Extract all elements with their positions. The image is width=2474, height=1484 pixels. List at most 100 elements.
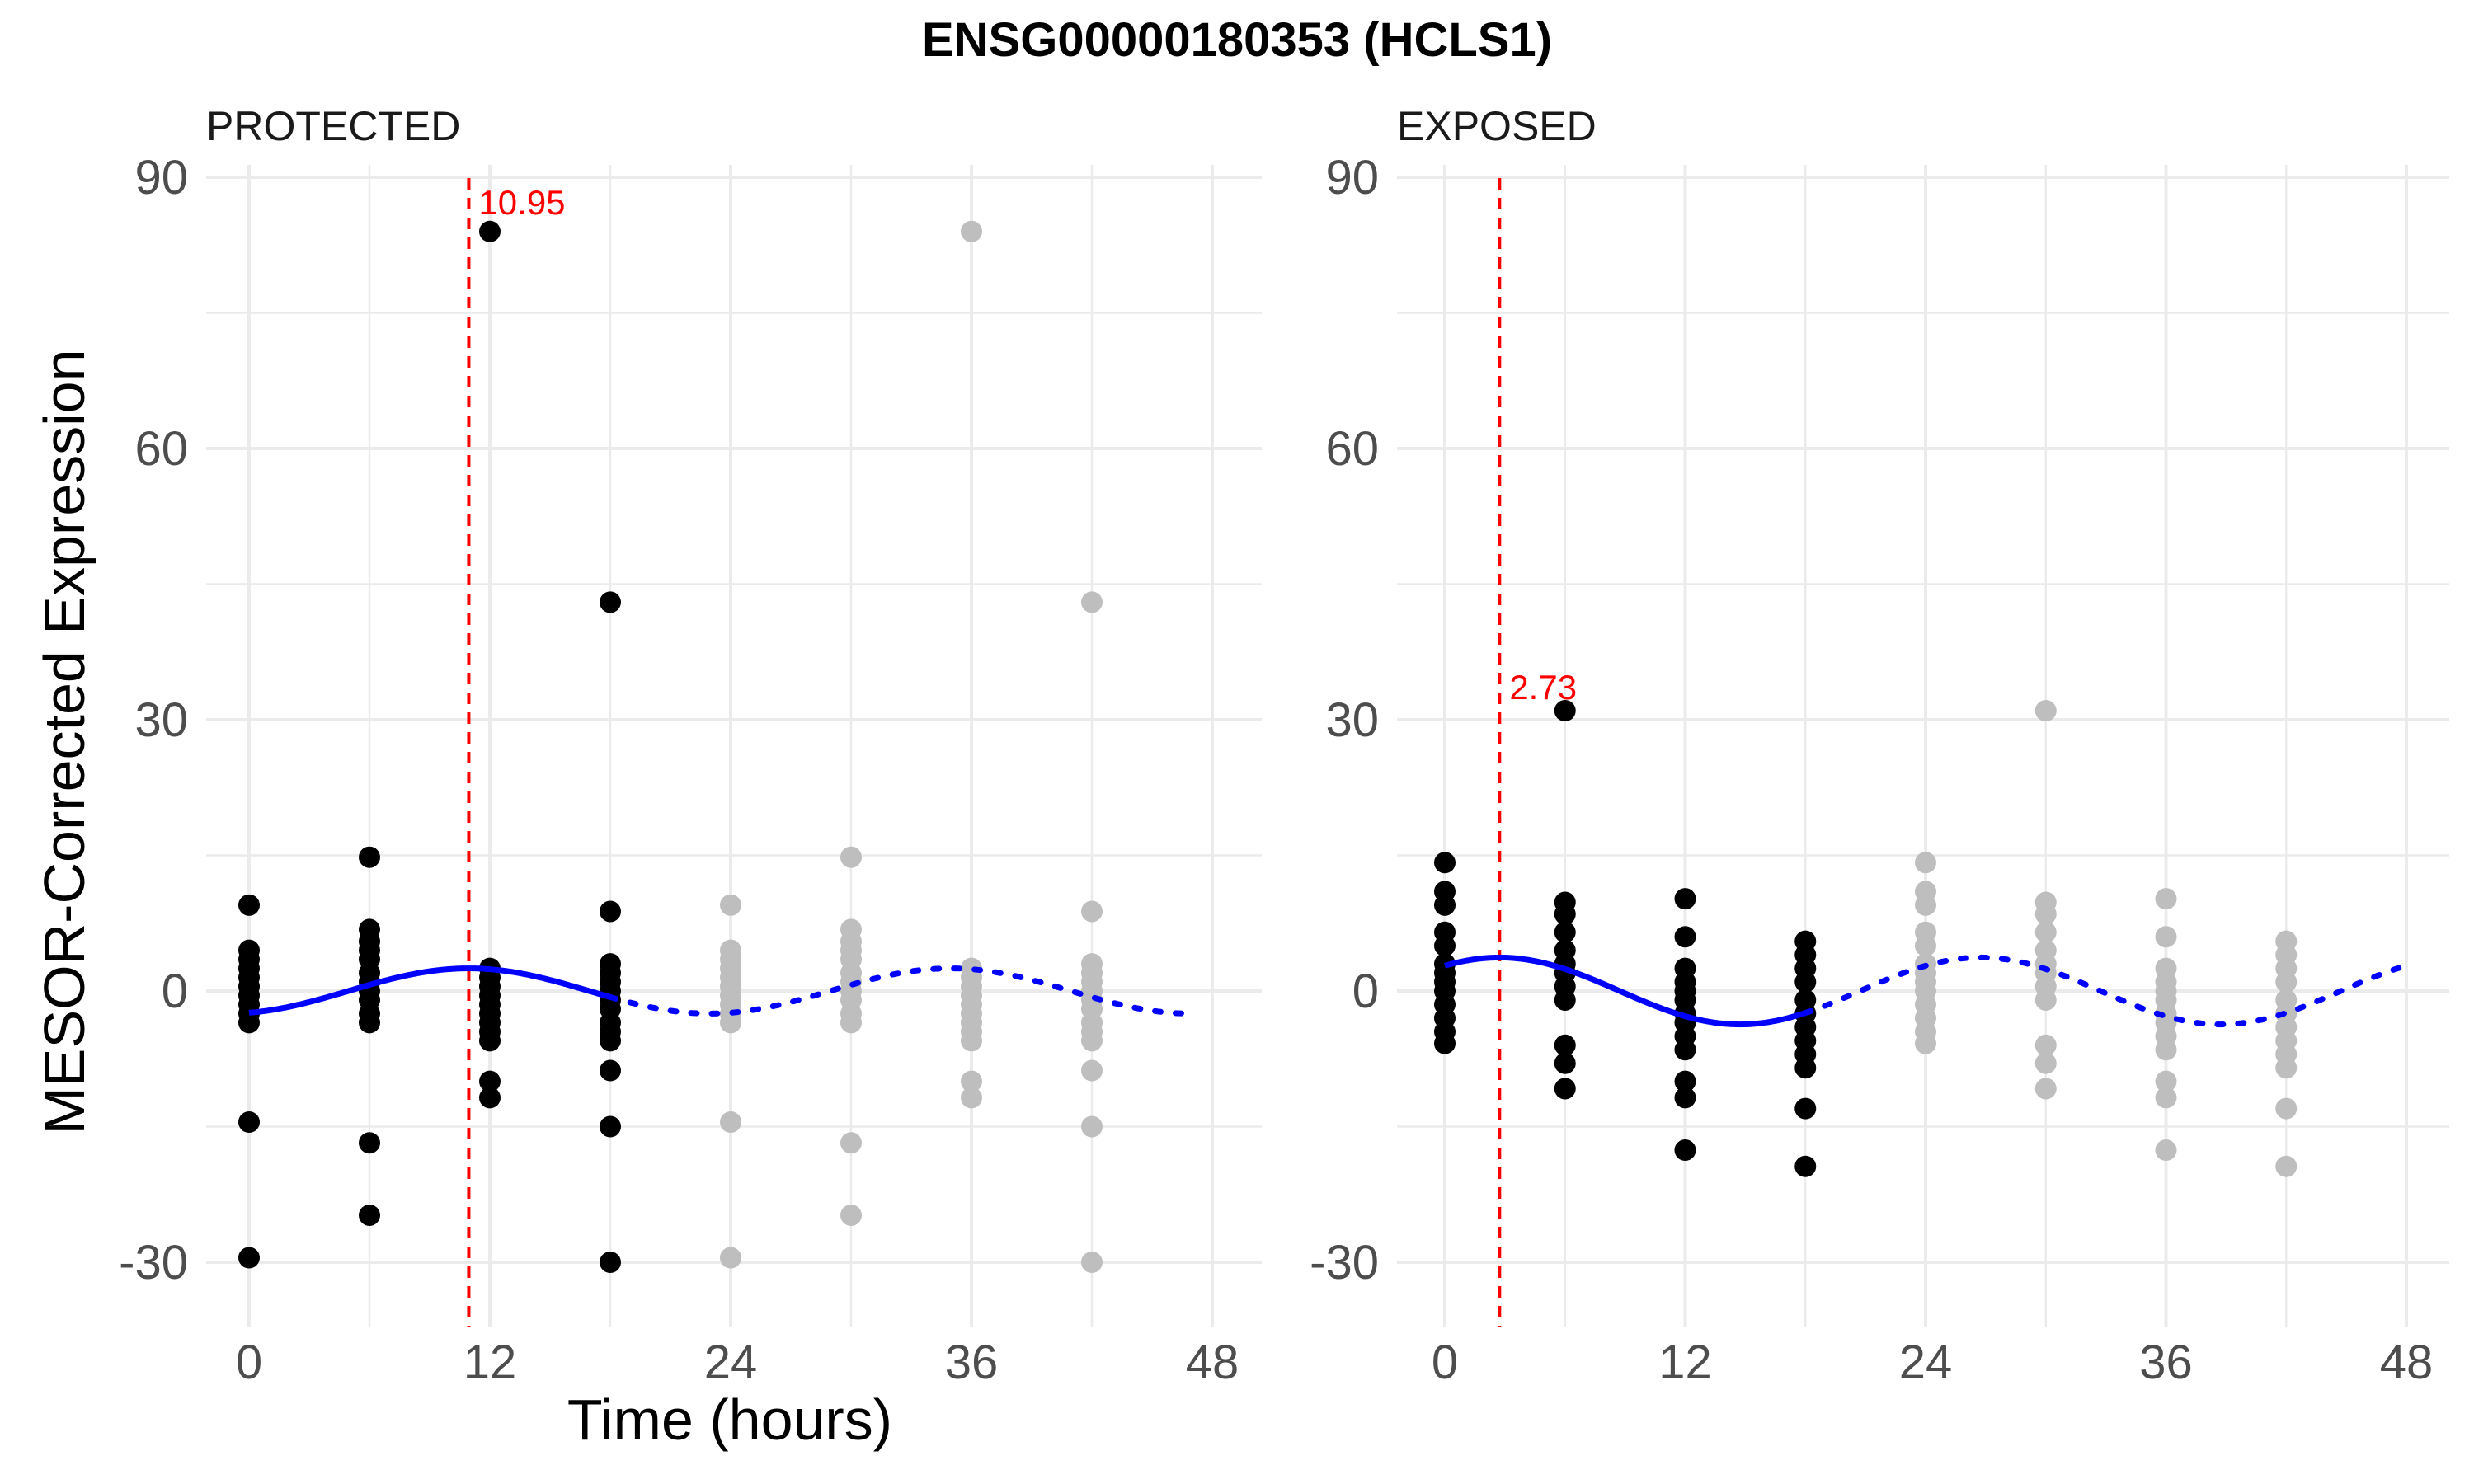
x-tick-label: 0 <box>1432 1336 1458 1389</box>
x-axis-title: Time (hours) <box>567 1388 892 1452</box>
x-tick-label: 36 <box>945 1336 999 1389</box>
observed-data-point <box>359 846 380 868</box>
y-tick-label: 60 <box>134 422 188 476</box>
repeated-data-point <box>2155 1070 2177 1092</box>
observed-data-point <box>1554 700 1576 722</box>
observed-data-point <box>238 1012 260 1034</box>
observed-data-point <box>1674 888 1696 910</box>
repeated-data-point <box>961 1087 982 1109</box>
repeated-data-point <box>961 1070 982 1092</box>
y-tick-label: 90 <box>134 151 188 204</box>
y-tick-label: 60 <box>1325 422 1379 476</box>
repeated-data-point <box>2034 1034 2057 1056</box>
observed-data-point <box>1674 1070 1696 1092</box>
observed-data-point <box>1554 921 1576 943</box>
x-tick-label: 24 <box>1899 1336 1953 1389</box>
x-tick-label: 48 <box>1186 1336 1239 1389</box>
observed-data-point <box>359 1204 380 1226</box>
y-tick-label: 0 <box>162 965 188 1018</box>
panel-label-protected: PROTECTED <box>206 103 460 149</box>
x-tick-label: 0 <box>236 1336 262 1389</box>
observed-data-point <box>1554 989 1576 1011</box>
repeated-data-point <box>2034 989 2057 1011</box>
repeated-data-point <box>2034 1078 2057 1100</box>
panel-label-exposed: EXPOSED <box>1397 103 1597 149</box>
x-tick-label: 12 <box>463 1336 517 1389</box>
repeated-data-point <box>2034 921 2057 943</box>
repeated-data-point <box>1915 935 1936 957</box>
observed-data-point <box>479 1070 501 1092</box>
observed-data-point <box>479 220 501 242</box>
observed-data-point <box>600 1115 621 1138</box>
observed-data-point <box>600 1252 621 1273</box>
observed-data-point <box>238 894 260 916</box>
observed-data-point <box>1674 1039 1696 1061</box>
observed-data-point <box>1434 894 1456 916</box>
y-tick-label: 0 <box>1352 965 1379 1018</box>
observed-data-point <box>1434 935 1456 957</box>
observed-data-point <box>359 1132 380 1154</box>
observed-data-point <box>1554 1078 1576 1100</box>
repeated-data-point <box>1081 591 1103 613</box>
repeated-data-point <box>2155 1039 2177 1061</box>
repeated-data-point <box>2034 1052 2057 1074</box>
peak-time-label: 10.95 <box>478 183 565 222</box>
fit-curve-observed <box>248 965 611 1016</box>
observed-data-point <box>600 1059 621 1082</box>
observed-data-point <box>1554 1052 1576 1074</box>
x-tick-label: 36 <box>2139 1336 2193 1389</box>
repeated-data-point <box>1081 1059 1103 1082</box>
repeated-data-point <box>2034 903 2057 925</box>
fit-curve-extrapolated <box>1802 954 2410 1028</box>
repeated-data-point <box>961 1030 982 1052</box>
observed-data-point <box>238 1111 260 1134</box>
observed-data-point <box>1674 1087 1696 1109</box>
y-tick-label: 30 <box>134 693 188 747</box>
repeated-data-point <box>2155 1139 2177 1162</box>
repeated-data-point <box>840 846 862 868</box>
fit-curve-observed <box>1444 954 1807 1028</box>
observed-data-point <box>600 1030 621 1052</box>
fit-curve-extrapolated <box>607 965 1196 1017</box>
x-tick-label: 48 <box>2380 1336 2434 1389</box>
repeated-data-point <box>720 1111 741 1134</box>
repeated-data-point <box>2275 1155 2298 1177</box>
repeated-data-point <box>961 220 982 242</box>
repeated-data-point <box>840 1132 862 1154</box>
repeated-data-point <box>1915 1032 1936 1054</box>
repeated-data-point <box>1915 852 1936 874</box>
panel-protected: PROTECTED -30 0 30 60 90 0 12 24 36 48 10.95 <box>119 103 1262 1389</box>
observed-data-point <box>238 1247 260 1269</box>
repeated-data-point <box>2155 888 2177 910</box>
y-tick-label: 30 <box>1325 693 1379 747</box>
repeated-data-point <box>2275 971 2298 993</box>
y-tick-label: -30 <box>1310 1236 1379 1289</box>
repeated-data-point <box>2275 1057 2298 1079</box>
observed-data-point <box>359 1012 380 1034</box>
observed-data-point <box>1794 971 1817 993</box>
observed-data-point <box>1794 1097 1817 1120</box>
repeated-data-point <box>1915 894 1936 916</box>
observed-data-point <box>600 591 621 613</box>
x-tick-label: 12 <box>1658 1336 1712 1389</box>
y-tick-label: -30 <box>119 1236 188 1289</box>
observed-data-point <box>1794 1057 1817 1079</box>
observed-data-point <box>1674 1139 1696 1162</box>
repeated-data-point <box>1081 1115 1103 1138</box>
y-axis-title: MESOR-Corrected Expression <box>32 349 96 1134</box>
repeated-data-point <box>1081 900 1103 923</box>
observed-data-point <box>479 1030 501 1052</box>
repeated-data-point <box>720 1247 741 1269</box>
repeated-data-point <box>840 1204 862 1226</box>
repeated-data-point <box>1081 1252 1103 1273</box>
observed-data-point <box>1794 1155 1817 1177</box>
x-tick-label: 24 <box>704 1336 758 1389</box>
repeated-data-point <box>2155 926 2177 948</box>
y-tick-label: 90 <box>1325 151 1379 204</box>
repeated-data-point <box>2034 700 2057 722</box>
repeated-data-point <box>720 894 741 916</box>
observed-data-point <box>479 1087 501 1109</box>
repeated-data-point <box>1081 1030 1103 1052</box>
